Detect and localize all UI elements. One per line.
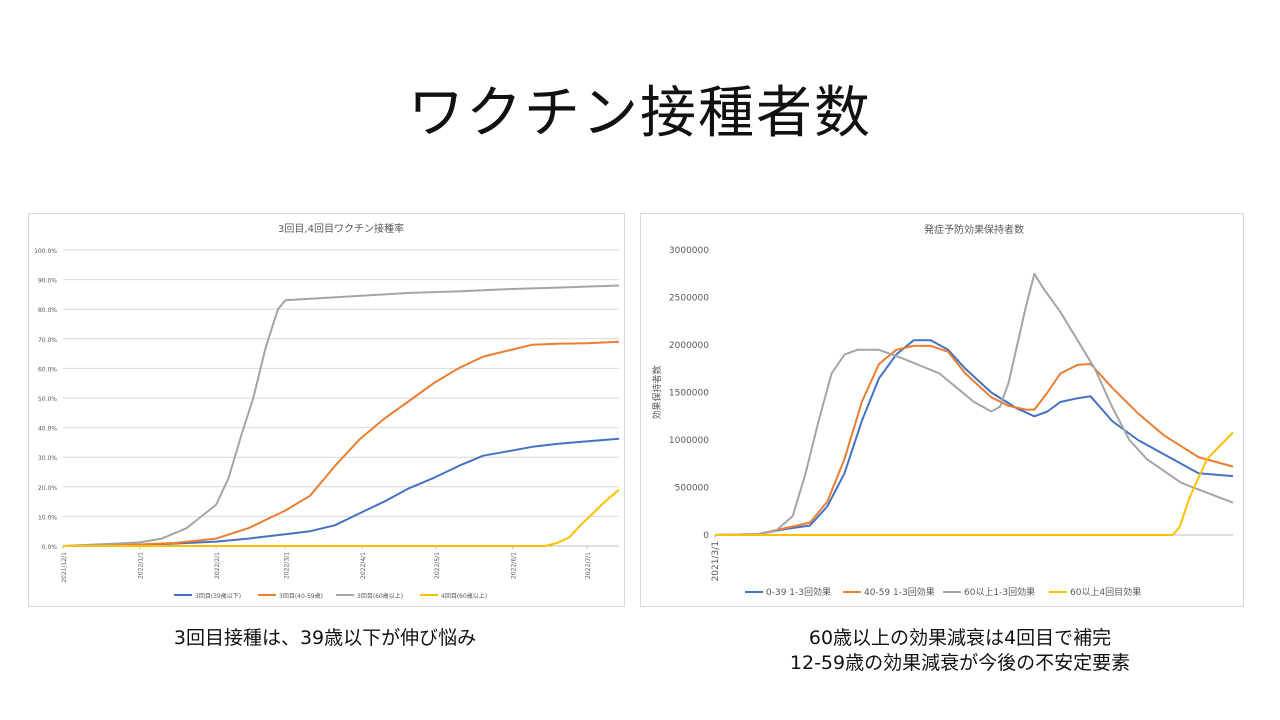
legend-label-2: 3回目(40-59歳) [279,592,323,600]
y-tick-label: 10.0% [38,514,57,521]
y-tick-label: 50.0% [38,396,57,403]
y-axis-label: 効果保持者数 [651,365,663,419]
legend-label-4: 4回目(60歳以上) [441,592,487,600]
legend-label-1: 3回目(39歳以下) [195,592,241,600]
y-tick-label: 80.0% [38,307,57,314]
y-tick-label: 500000 [675,484,710,494]
effect-holders-chart-svg: 発症予防効果保持者数 0 500000 1000000 1500000 2000000 25… [651,223,1234,598]
caption-right-line-2: 12-59歳の効果減衰が今後の不安定要素 [789,652,1131,674]
y-tick-label: 0.0% [42,544,58,551]
x-tick-label: 2022/3/1 [283,552,290,579]
x-tick-label: 2022/4/1 [360,552,367,579]
legend-label-4: 60以上4回目効果 [1070,586,1141,598]
series-line-2 [62,340,620,547]
y-tick-label: 1500000 [669,389,709,399]
caption-right: 60歳以上の効果減衰は4回目で補完 12-59歳の効果減衰が今後の不安定要素 [640,626,1280,676]
y-tick-label: 70.0% [38,337,57,344]
x-tick-label: 2022/2/1 [214,552,221,579]
x-tick-label: 2021/3/1 [711,541,721,581]
slide-title: ワクチン接種者数 [408,81,872,146]
y-tick-label: 0 [703,531,709,541]
y-tick-label: 3000000 [669,246,709,256]
x-tick-label: 2022/7/1 [585,552,592,579]
legend-label-3: 3回目(60歳以上) [357,592,403,600]
chart-title: 発症予防効果保持者数 [924,223,1024,236]
series-line-4 [63,489,620,547]
series-line-2 [714,344,1234,536]
series-line-1 [62,437,620,547]
chart-title: 3回目,4回目ワクチン接種率 [278,222,404,235]
x-tick-label: 2021/12/1 [61,552,68,583]
x-tick-label: 2022/1/1 [138,552,145,579]
effect-holders-chart: 発症予防効果保持者数 0 500000 1000000 1500000 2000000 25… [640,213,1244,607]
x-tick-label: 2022/5/1 [434,552,441,579]
series-line-1 [714,339,1234,536]
y-tick-label: 20.0% [38,485,57,492]
series-line-3 [714,272,1234,536]
y-tick-label: 100.0% [34,248,57,255]
series-line-4 [715,431,1234,536]
vaccination-rate-chart-svg: 3回目,4回目ワクチン接種率 0.0% 10.0% 20.0% 30.0% 40.0% 50… [34,222,620,600]
x-tick-label: 2022/6/1 [511,552,518,579]
vaccination-rate-chart: 3回目,4回目ワクチン接種率 0.0% 10.0% 20.0% 30.0% 40.0% 50… [28,213,625,607]
legend-label-3: 60以上1-3回効果 [964,586,1035,598]
y-tick-label: 2000000 [669,341,709,351]
y-tick-label: 90.0% [38,278,57,285]
caption-right-line-1: 60歳以上の効果減衰は4回目で補完 [808,627,1112,649]
caption-left: 3回目接種は、39歳以下が伸び悩み [173,627,477,649]
series-line-3 [62,284,620,547]
legend-label-2: 40-59 1-3回効果 [864,586,935,598]
y-tick-label: 60.0% [38,366,57,373]
y-tick-label: 1000000 [669,436,709,446]
y-tick-label: 30.0% [38,455,57,462]
legend-label-1: 0-39 1-3回効果 [766,586,831,598]
y-tick-label: 2500000 [669,294,709,304]
y-tick-label: 40.0% [38,426,57,433]
